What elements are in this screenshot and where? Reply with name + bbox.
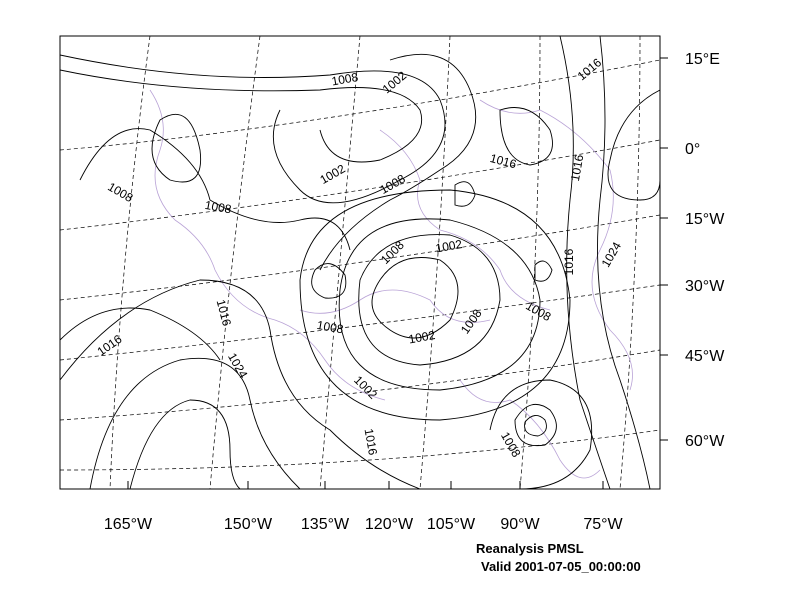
contour-label: 1016 [575, 55, 605, 83]
right-axis: 15°E 0° 15°W 30°W 45°W 60°W [660, 51, 725, 450]
caption-valid-time: Valid 2001-07-05_00:00:00 [481, 559, 641, 574]
lon-label: 75°W [583, 516, 623, 533]
contour-label: 1016 [214, 298, 235, 328]
lon-label: 120°W [365, 516, 414, 533]
lat-label: 60°W [685, 433, 725, 450]
caption-title: Reanalysis PMSL [476, 541, 584, 556]
bottom-axis: 165°W 150°W 135°W 120°W 105°W 90°W 75°W [104, 481, 624, 533]
contour-label: 1016 [568, 153, 586, 182]
lon-label: 135°W [301, 516, 350, 533]
map-field [60, 36, 660, 489]
contour-label: 1008 [498, 430, 524, 460]
contour-label: 1008 [105, 180, 135, 206]
lat-label: 15°W [685, 211, 725, 228]
tick-marks [660, 57, 668, 441]
lon-label: 90°W [500, 516, 540, 533]
contour-label: 1016 [562, 248, 576, 275]
lat-label: 45°W [685, 348, 725, 365]
contour-label: 1002 [407, 328, 436, 346]
map-frame [59, 35, 661, 490]
tick-marks [127, 481, 604, 489]
contour-label: 1008 [316, 318, 345, 336]
contour-label: 1024 [599, 239, 625, 269]
contour-label: 1016 [362, 427, 380, 456]
contour-label: 1002 [318, 161, 348, 187]
lat-label: 0° [685, 141, 700, 158]
lat-label: 15°E [685, 51, 720, 68]
contour-label: 1008 [458, 306, 485, 336]
contour-label: 1008 [204, 198, 233, 216]
contour-label: 1008 [378, 238, 407, 267]
lon-label: 165°W [104, 516, 153, 533]
lat-label: 30°W [685, 278, 725, 295]
contour-label: 1008 [330, 70, 359, 88]
lon-label: 105°W [427, 516, 476, 533]
contour-labels: 1008 1002 1016 1016 1016 1008 1008 1002 … [95, 55, 625, 460]
contour-label: 1002 [434, 237, 463, 255]
contour-label: 1016 [489, 151, 519, 172]
lon-label: 150°W [224, 516, 273, 533]
